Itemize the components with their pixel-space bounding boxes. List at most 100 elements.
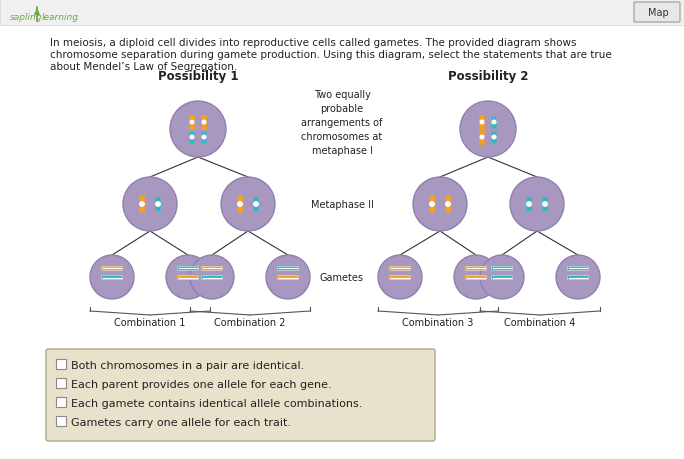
FancyBboxPatch shape (527, 206, 531, 212)
Circle shape (140, 202, 144, 207)
FancyBboxPatch shape (491, 140, 497, 144)
FancyBboxPatch shape (189, 124, 195, 130)
Text: Possibility 1: Possibility 1 (158, 70, 238, 83)
Text: chromosome separation during gamete production. Using this diagram, select the s: chromosome separation during gamete prod… (50, 50, 611, 60)
Ellipse shape (221, 178, 275, 231)
FancyBboxPatch shape (492, 276, 512, 280)
FancyBboxPatch shape (479, 124, 485, 130)
FancyBboxPatch shape (445, 196, 451, 203)
Text: Map: Map (648, 8, 669, 18)
FancyBboxPatch shape (491, 124, 497, 129)
Ellipse shape (190, 256, 234, 299)
FancyBboxPatch shape (542, 198, 548, 203)
FancyBboxPatch shape (429, 196, 435, 203)
FancyBboxPatch shape (466, 276, 486, 280)
Text: Each parent provides one allele for each gene.: Each parent provides one allele for each… (71, 379, 332, 389)
FancyBboxPatch shape (202, 132, 207, 137)
FancyBboxPatch shape (253, 206, 259, 212)
FancyBboxPatch shape (202, 267, 222, 271)
FancyBboxPatch shape (527, 198, 531, 203)
FancyBboxPatch shape (201, 124, 207, 130)
Circle shape (254, 202, 258, 207)
Text: sapling: sapling (10, 13, 42, 22)
Ellipse shape (166, 256, 210, 299)
FancyBboxPatch shape (634, 3, 680, 23)
FancyBboxPatch shape (491, 118, 497, 122)
Text: Both chromosomes in a pair are identical.: Both chromosomes in a pair are identical… (71, 360, 304, 370)
FancyBboxPatch shape (237, 206, 243, 213)
FancyBboxPatch shape (189, 132, 194, 137)
Circle shape (190, 136, 194, 140)
Text: Combination 1: Combination 1 (114, 317, 185, 327)
FancyBboxPatch shape (466, 267, 486, 271)
Text: Combination 2: Combination 2 (214, 317, 286, 327)
FancyBboxPatch shape (491, 132, 497, 137)
Ellipse shape (378, 256, 422, 299)
FancyBboxPatch shape (278, 276, 298, 280)
FancyBboxPatch shape (46, 349, 435, 441)
Text: Gametes carry one allele for each trait.: Gametes carry one allele for each trait. (71, 417, 291, 427)
Circle shape (527, 202, 531, 207)
Bar (56, 416, 66, 426)
Circle shape (156, 202, 160, 207)
FancyBboxPatch shape (568, 276, 588, 280)
Ellipse shape (480, 256, 524, 299)
FancyBboxPatch shape (155, 198, 161, 203)
FancyBboxPatch shape (390, 267, 410, 271)
Circle shape (492, 136, 496, 140)
FancyBboxPatch shape (189, 140, 194, 144)
Ellipse shape (460, 102, 516, 157)
Text: In meiosis, a diploid cell divides into reproductive cells called gametes. The p: In meiosis, a diploid cell divides into … (50, 38, 577, 48)
FancyBboxPatch shape (429, 206, 435, 213)
Circle shape (480, 121, 484, 124)
Circle shape (190, 121, 194, 124)
Text: Combination 3: Combination 3 (402, 317, 474, 327)
Circle shape (430, 202, 434, 207)
Text: Possibility 2: Possibility 2 (448, 70, 528, 83)
Text: Combination 4: Combination 4 (504, 317, 576, 327)
FancyBboxPatch shape (390, 276, 410, 280)
FancyBboxPatch shape (492, 267, 512, 271)
Circle shape (543, 202, 547, 207)
Ellipse shape (170, 102, 226, 157)
FancyBboxPatch shape (178, 267, 198, 271)
Circle shape (446, 202, 450, 207)
FancyBboxPatch shape (479, 116, 485, 122)
Text: Two equally
probable
arrangements of
chromosomes at
metaphase I: Two equally probable arrangements of chr… (302, 90, 382, 156)
FancyBboxPatch shape (445, 206, 451, 213)
FancyBboxPatch shape (202, 276, 222, 280)
FancyBboxPatch shape (278, 267, 298, 271)
Text: Each gamete contains identical allele combinations.: Each gamete contains identical allele co… (71, 398, 363, 408)
Ellipse shape (123, 178, 177, 231)
FancyBboxPatch shape (139, 206, 145, 213)
FancyBboxPatch shape (155, 206, 161, 212)
Text: Metaphase II: Metaphase II (311, 200, 373, 210)
Ellipse shape (454, 256, 498, 299)
FancyBboxPatch shape (253, 198, 259, 203)
Ellipse shape (266, 256, 310, 299)
Circle shape (480, 136, 484, 140)
Ellipse shape (413, 178, 467, 231)
Text: about Mendel’s Law of Segregation.: about Mendel’s Law of Segregation. (50, 62, 237, 72)
FancyBboxPatch shape (237, 196, 243, 203)
FancyBboxPatch shape (479, 140, 485, 146)
Ellipse shape (90, 256, 134, 299)
Bar (56, 359, 66, 369)
Circle shape (492, 121, 496, 124)
FancyBboxPatch shape (479, 131, 485, 137)
FancyBboxPatch shape (542, 206, 548, 212)
FancyBboxPatch shape (102, 276, 122, 280)
Ellipse shape (510, 178, 564, 231)
FancyBboxPatch shape (568, 267, 588, 271)
FancyBboxPatch shape (201, 116, 207, 122)
Bar (56, 378, 66, 388)
FancyBboxPatch shape (178, 276, 198, 280)
Text: learning: learning (42, 13, 79, 22)
Circle shape (202, 121, 206, 124)
FancyBboxPatch shape (139, 196, 145, 203)
FancyBboxPatch shape (189, 116, 195, 122)
Circle shape (238, 202, 242, 207)
FancyBboxPatch shape (202, 140, 207, 144)
FancyBboxPatch shape (102, 267, 122, 271)
Polygon shape (34, 8, 40, 16)
